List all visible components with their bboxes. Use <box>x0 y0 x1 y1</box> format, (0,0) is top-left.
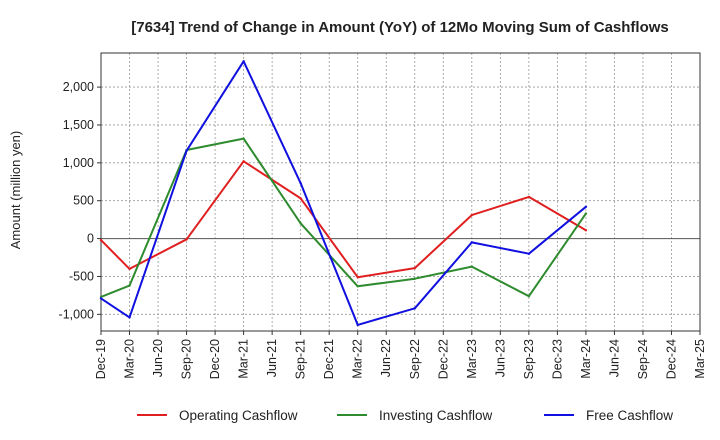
data-point-free-cashflow <box>99 297 103 300</box>
y-tick-label: 1,000 <box>63 156 94 170</box>
data-point-operating-cashflow <box>242 160 245 163</box>
y-axis: -1,000 -500 0 500 1,000 1,500 2,000 <box>59 80 101 321</box>
series-line-operating-cashflow <box>100 160 587 279</box>
data-point-operating-cashflow <box>470 213 474 217</box>
chart-title: [7634] Trend of Change in Amount (YoY) o… <box>131 19 669 36</box>
y-tick-label: 2,000 <box>63 80 94 94</box>
series-line-investing-cashflow <box>100 137 587 298</box>
x-tick-label: Sep-21 <box>294 339 308 379</box>
x-tick-label: Jun-22 <box>379 339 393 377</box>
x-tick-label: Sep-22 <box>408 339 422 379</box>
x-tick-label: Jun-24 <box>607 339 621 377</box>
y-tick-label: 500 <box>73 194 94 208</box>
data-point-free-cashflow <box>413 307 416 310</box>
x-tick-label: Dec-21 <box>322 339 336 379</box>
y-tick-label: -1,000 <box>59 307 94 321</box>
legend: Operating Cashflow Investing Cashflow Free… <box>137 408 673 423</box>
data-point-free-cashflow <box>185 149 188 152</box>
data-point-free-cashflow <box>356 323 359 327</box>
x-tick-label: Sep-24 <box>636 339 650 379</box>
x-tick-label: Sep-20 <box>180 339 194 379</box>
series-layer <box>99 60 588 327</box>
x-tick-label: Mar-24 <box>579 339 593 379</box>
y-axis-label: Amount (million yen) <box>8 131 23 250</box>
data-point-investing-cashflow <box>527 294 531 298</box>
data-point-free-cashflow <box>584 205 588 208</box>
grid <box>100 53 701 331</box>
x-tick-label: Sep-23 <box>522 339 536 379</box>
y-tick-label: 1,500 <box>63 118 94 132</box>
x-tick-label: Dec-24 <box>664 339 678 379</box>
data-point-operating-cashflow <box>356 276 359 279</box>
y-tick-label: 0 <box>87 232 94 246</box>
y-tick-label: -500 <box>69 269 94 283</box>
legend-label-free-cashflow: Free Cashflow <box>586 408 673 423</box>
x-tick-label: Dec-23 <box>550 339 564 379</box>
x-tick-label: Mar-23 <box>465 339 479 379</box>
data-point-free-cashflow <box>299 182 302 185</box>
data-point-operating-cashflow <box>99 238 103 242</box>
data-point-investing-cashflow <box>356 285 359 288</box>
legend-label-investing-cashflow: Investing Cashflow <box>379 408 493 423</box>
x-tick-label: Mar-22 <box>351 339 365 379</box>
data-point-investing-cashflow <box>470 265 474 268</box>
data-point-operating-cashflow <box>584 229 588 232</box>
x-tick-label: Dec-22 <box>436 339 450 379</box>
data-point-operating-cashflow <box>185 238 188 241</box>
x-tick-label: Dec-20 <box>208 339 222 379</box>
data-point-investing-cashflow <box>413 277 416 280</box>
x-tick-label: Jun-21 <box>265 339 279 377</box>
x-tick-label: Mar-21 <box>237 339 251 379</box>
x-tick-label: Dec-19 <box>94 339 108 379</box>
data-point-operating-cashflow <box>128 267 131 271</box>
x-axis: Dec-19 Mar-20 Jun-20 Sep-20 Dec-20 Mar-21 Jun-… <box>94 331 707 379</box>
data-point-free-cashflow <box>470 241 474 244</box>
series-line-free-cashflow <box>100 60 587 326</box>
data-point-free-cashflow <box>128 316 131 319</box>
plot-frame <box>100 52 701 332</box>
data-point-operating-cashflow <box>299 197 302 200</box>
data-point-free-cashflow <box>242 60 245 63</box>
x-tick-label: Mar-25 <box>693 339 707 379</box>
legend-label-operating-cashflow: Operating Cashflow <box>179 408 298 423</box>
data-point-operating-cashflow <box>527 195 531 199</box>
data-point-free-cashflow <box>527 252 531 255</box>
data-point-investing-cashflow <box>584 212 588 215</box>
data-point-investing-cashflow <box>299 222 302 225</box>
data-point-operating-cashflow <box>413 266 416 270</box>
data-point-investing-cashflow <box>242 137 245 140</box>
x-tick-label: Jun-20 <box>151 339 165 377</box>
data-point-investing-cashflow <box>128 284 131 287</box>
x-tick-label: Mar-20 <box>123 339 137 379</box>
x-tick-label: Jun-23 <box>493 339 507 377</box>
